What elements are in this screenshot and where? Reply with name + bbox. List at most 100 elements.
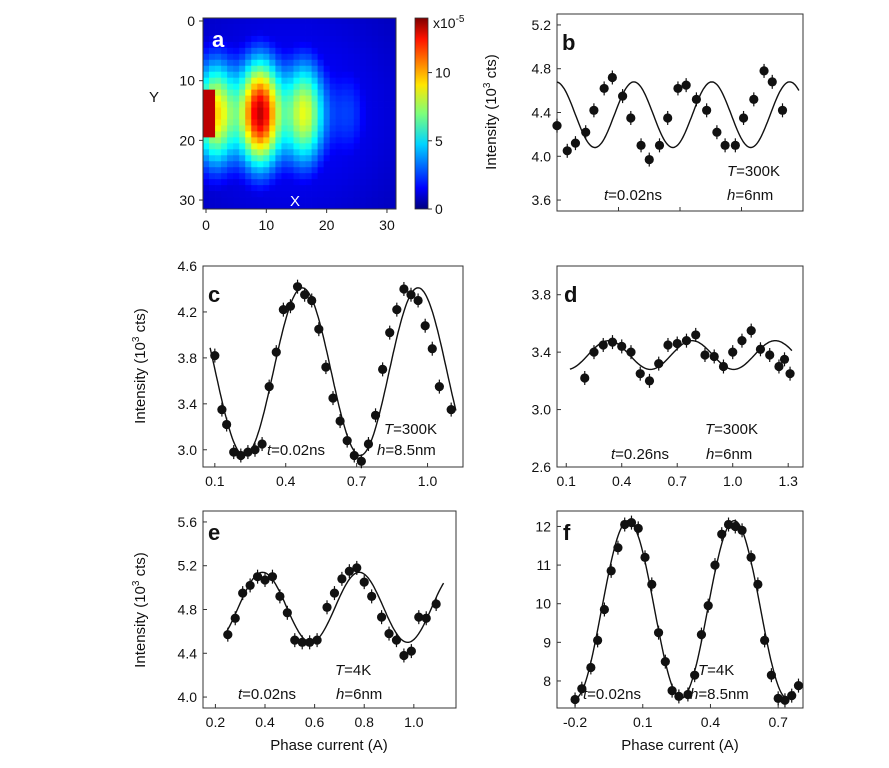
data-point bbox=[581, 127, 591, 137]
data-point bbox=[717, 529, 727, 539]
plot-e-marks: 4.0 4.4 4.8 5.2 5.6 0.2 0.4 0.6 0.8 1.0 bbox=[178, 514, 445, 730]
data-point bbox=[755, 344, 766, 354]
data-point bbox=[691, 330, 701, 340]
anno-t-f: t=0.02ns bbox=[583, 686, 641, 703]
data-point bbox=[307, 295, 317, 306]
panel-letter-c: c bbox=[208, 282, 220, 307]
data-point bbox=[746, 552, 756, 562]
y-tick-label: 11 bbox=[536, 557, 551, 573]
data-point bbox=[753, 579, 763, 589]
data-point bbox=[580, 373, 590, 383]
y-tick-label: 3.0 bbox=[178, 442, 198, 458]
panel-b: b 3.6 4.0 4.4 4.8 5.2 Intensity (103 cts) T=… bbox=[482, 13, 804, 212]
data-point bbox=[766, 670, 777, 680]
data-point bbox=[370, 410, 381, 420]
data-point bbox=[673, 83, 683, 94]
data-point bbox=[385, 328, 395, 338]
data-point bbox=[728, 347, 738, 357]
anno-h-e: h=6nm bbox=[336, 686, 382, 703]
data-point bbox=[342, 435, 352, 446]
y-tick-label: 5.6 bbox=[178, 514, 198, 530]
data-point bbox=[236, 450, 246, 461]
data-point bbox=[282, 608, 292, 618]
data-point bbox=[329, 588, 340, 598]
y-tick-label: 4.2 bbox=[178, 304, 198, 320]
data-point bbox=[635, 369, 645, 379]
fit-curve bbox=[556, 81, 800, 149]
data-point bbox=[376, 612, 387, 622]
x-tick-label: 0.4 bbox=[276, 473, 296, 489]
panel-letter-b: b bbox=[562, 30, 575, 55]
data-point bbox=[674, 691, 684, 702]
data-point bbox=[777, 105, 788, 115]
data-point bbox=[252, 572, 263, 582]
heatmap-frame bbox=[202, 17, 397, 210]
x-tick-label: 0.4 bbox=[612, 473, 632, 489]
data-point bbox=[640, 552, 650, 562]
data-point bbox=[335, 416, 345, 426]
data-point bbox=[589, 105, 599, 115]
y-tick-label: 3.8 bbox=[532, 287, 552, 303]
data-point bbox=[305, 637, 315, 647]
data-point bbox=[647, 579, 657, 589]
data-point bbox=[367, 591, 377, 601]
data-point bbox=[384, 628, 394, 639]
anno-h-b: h=6nm bbox=[727, 187, 773, 204]
data-point bbox=[681, 80, 691, 90]
x-tick-label: 0.1 bbox=[633, 714, 653, 730]
data-point bbox=[759, 66, 769, 76]
data-point bbox=[702, 105, 712, 115]
anno-T-f: T=4K bbox=[698, 662, 734, 679]
data-point bbox=[285, 301, 296, 311]
heatmap-y-tick-label: 0 bbox=[187, 13, 195, 29]
data-point bbox=[562, 146, 572, 156]
data-point bbox=[737, 525, 747, 535]
data-point bbox=[780, 695, 790, 705]
data-point bbox=[297, 637, 307, 647]
y-tick-label: 4.0 bbox=[178, 689, 198, 705]
data-point bbox=[264, 382, 274, 392]
colorbar-tick-label: 0 bbox=[435, 201, 443, 217]
data-point bbox=[257, 439, 267, 449]
heatmap-x-ticks: 0 10 20 30 bbox=[202, 209, 395, 233]
data-point bbox=[691, 94, 702, 104]
data-point bbox=[589, 347, 599, 357]
panel-letter-d: d bbox=[564, 282, 577, 307]
data-point bbox=[730, 140, 740, 150]
plot-c-marks: 3.0 3.4 3.8 4.2 4.6 0.1 0.4 0.7 1.0 bbox=[178, 258, 457, 489]
data-point bbox=[243, 447, 253, 457]
panel-letter-e: e bbox=[208, 520, 220, 545]
x-tick-label: 0.2 bbox=[206, 714, 226, 730]
y-tick-label: 3.0 bbox=[532, 402, 552, 418]
data-point bbox=[703, 601, 713, 611]
data-point bbox=[321, 362, 331, 372]
data-point bbox=[577, 684, 587, 694]
data-point bbox=[787, 691, 797, 701]
heatmap-y-tick-label: 30 bbox=[179, 192, 195, 208]
x-tick-label: 0.4 bbox=[255, 714, 275, 730]
data-point bbox=[779, 354, 790, 364]
data-point bbox=[222, 419, 232, 430]
data-point bbox=[267, 572, 278, 582]
data-point bbox=[599, 604, 609, 615]
colorbar-multiplier: x10-5 bbox=[433, 14, 465, 31]
data-point bbox=[599, 83, 609, 94]
y-tick-label: 9 bbox=[543, 634, 551, 650]
data-point bbox=[672, 338, 682, 349]
data-point bbox=[420, 321, 430, 331]
colorbar bbox=[414, 17, 429, 210]
data-point bbox=[275, 591, 285, 601]
x-tick-label: 0.7 bbox=[768, 714, 788, 730]
data-point bbox=[767, 77, 777, 87]
data-point bbox=[421, 613, 431, 623]
panel-letter-a: a bbox=[212, 27, 225, 52]
anno-T-c: T=300K bbox=[384, 421, 437, 438]
data-point bbox=[314, 324, 324, 334]
data-point bbox=[760, 635, 770, 646]
data-point bbox=[446, 404, 456, 415]
data-point bbox=[774, 361, 784, 372]
y-tick-label: 12 bbox=[535, 518, 551, 534]
panel-letter-f: f bbox=[563, 520, 571, 545]
panel-d: d 2.6 3.0 3.4 3.8 0.1 0.4 0.7 1.0 1.3 T=300K t=0… bbox=[532, 265, 804, 489]
